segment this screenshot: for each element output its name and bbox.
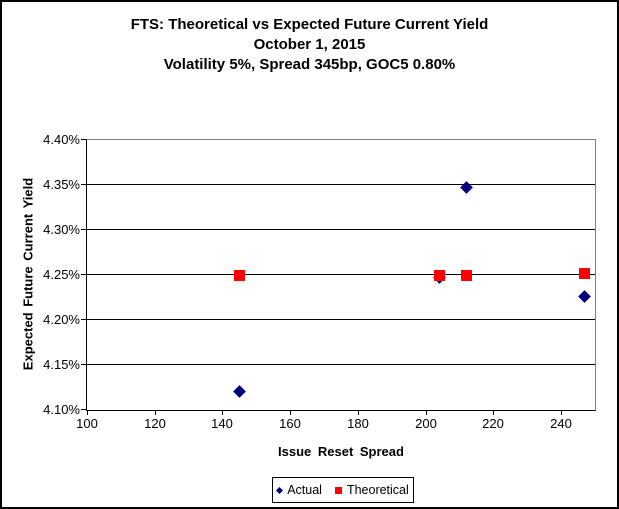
y-axis-tick [81,364,86,365]
chart-title-line-1: FTS: Theoretical vs Expected Future Curr… [130,16,489,33]
actual-diamond-icon [276,486,284,494]
y-axis-tick-label: 4.30% [43,222,80,237]
legend-label-actual: Actual [287,483,322,497]
legend-box: Actual Theoretical [272,477,414,503]
x-axis-tick [290,411,291,415]
x-axis-tick [87,411,88,415]
y-axis-tick [81,319,86,320]
x-axis-tick-label: 160 [279,416,301,431]
y-axis-tick [81,274,86,275]
x-axis-tick-label: 100 [76,416,98,431]
x-axis-tick-label: 220 [482,416,504,431]
y-axis-tick-label: 4.15% [43,357,80,372]
x-axis-tick-label: 200 [415,416,437,431]
theoretical-data-point-marker [461,270,472,281]
x-axis-tick [426,411,427,415]
plot-area [86,139,596,411]
legend-item-theoretical: Theoretical [334,483,409,497]
y-axis-tick-label: 4.35% [43,177,80,192]
y-gridline [87,184,595,185]
theoretical-data-point-marker [234,270,245,281]
y-axis-tick [81,184,86,185]
y-axis-tick [81,229,86,230]
y-axis-tick [81,409,86,410]
x-axis-tick-label: 240 [550,416,572,431]
x-axis-tick [561,411,562,415]
x-axis-tick [358,411,359,415]
y-gridline [87,274,595,275]
theoretical-data-point-marker [434,270,445,281]
x-axis-tick-label: 140 [211,416,233,431]
y-axis-tick-label: 4.25% [43,267,80,282]
y-gridline [87,319,595,320]
y-gridline [87,229,595,230]
theoretical-square-icon [334,486,342,494]
x-axis-tick [155,411,156,415]
y-axis-tick [81,139,86,140]
y-axis-tick-label: 4.10% [43,402,80,417]
theoretical-data-point-marker [579,268,590,279]
actual-data-point-marker [578,290,591,303]
legend-item-actual: Actual [276,483,322,497]
x-axis-tick [222,411,223,415]
y-axis-tick-label: 4.20% [43,312,80,327]
chart-title: FTS: Theoretical vs Expected Future Curr… [2,15,617,75]
legend-label-theoretical: Theoretical [346,483,409,497]
x-axis-tick-label: 180 [347,416,369,431]
y-axis-tick-label: 4.40% [43,132,80,147]
y-gridline [87,364,595,365]
x-axis-tick-label: 120 [144,416,166,431]
x-axis-tick [493,411,494,415]
x-axis-title: Issue Reset Spread [278,444,404,459]
actual-data-point-marker [233,385,246,398]
chart-title-line-2: October 1, 2015 [253,36,366,53]
chart-title-line-3: Volatility 5%, Spread 345bp, GOC5 0.80% [163,56,456,73]
